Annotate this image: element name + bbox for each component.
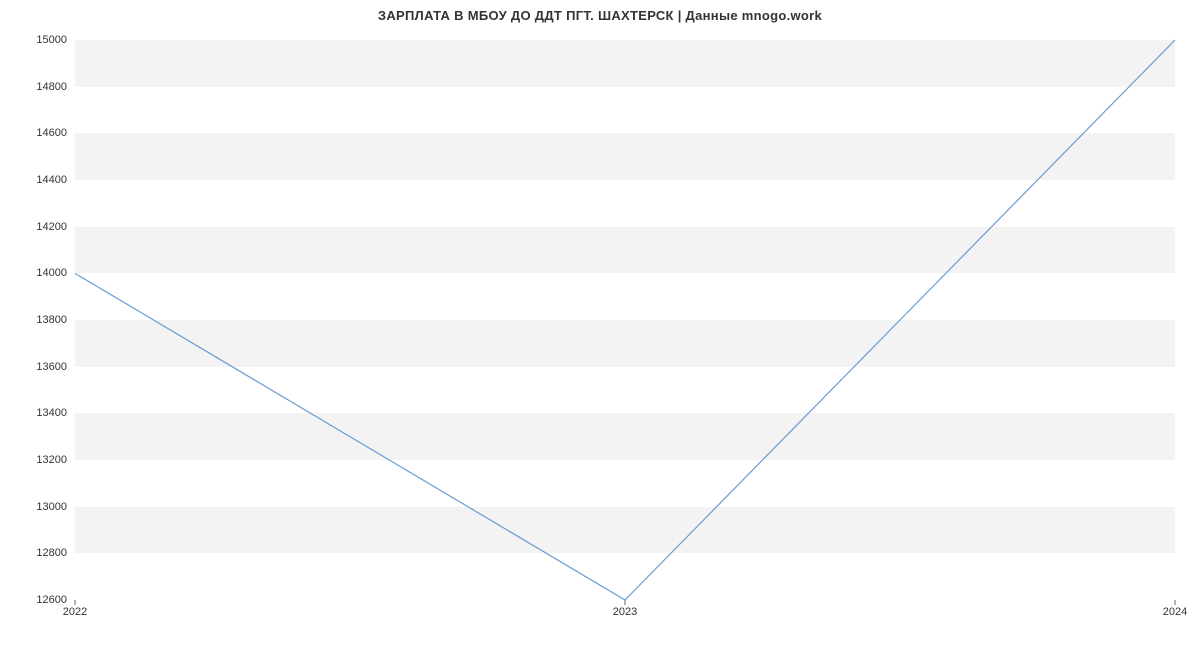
- plot-area: 1260012800130001320013400136001380014000…: [75, 40, 1175, 600]
- y-tick-label: 13400: [36, 407, 67, 419]
- y-tick-label: 13200: [36, 454, 67, 466]
- x-tick-mark: [625, 600, 626, 605]
- x-tick-label: 2024: [1163, 606, 1187, 618]
- y-tick-label: 12800: [36, 547, 67, 559]
- y-tick-label: 15000: [36, 34, 67, 46]
- x-tick-mark: [1175, 600, 1176, 605]
- y-tick-label: 13000: [36, 501, 67, 513]
- y-tick-label: 14000: [36, 267, 67, 279]
- line-layer: [75, 40, 1175, 600]
- x-tick-mark: [75, 600, 76, 605]
- x-tick-label: 2022: [63, 606, 87, 618]
- y-tick-label: 12600: [36, 594, 67, 606]
- chart-container: ЗАРПЛАТА В МБОУ ДО ДДТ ПГТ. ШАХТЕРСК | Д…: [0, 0, 1200, 650]
- series-line-salary: [75, 40, 1175, 600]
- y-tick-label: 14400: [36, 174, 67, 186]
- y-tick-label: 13800: [36, 314, 67, 326]
- y-tick-label: 14800: [36, 81, 67, 93]
- y-tick-label: 14200: [36, 221, 67, 233]
- y-tick-label: 13600: [36, 361, 67, 373]
- y-tick-label: 14600: [36, 127, 67, 139]
- chart-title: ЗАРПЛАТА В МБОУ ДО ДДТ ПГТ. ШАХТЕРСК | Д…: [0, 8, 1200, 23]
- x-tick-label: 2023: [613, 606, 637, 618]
